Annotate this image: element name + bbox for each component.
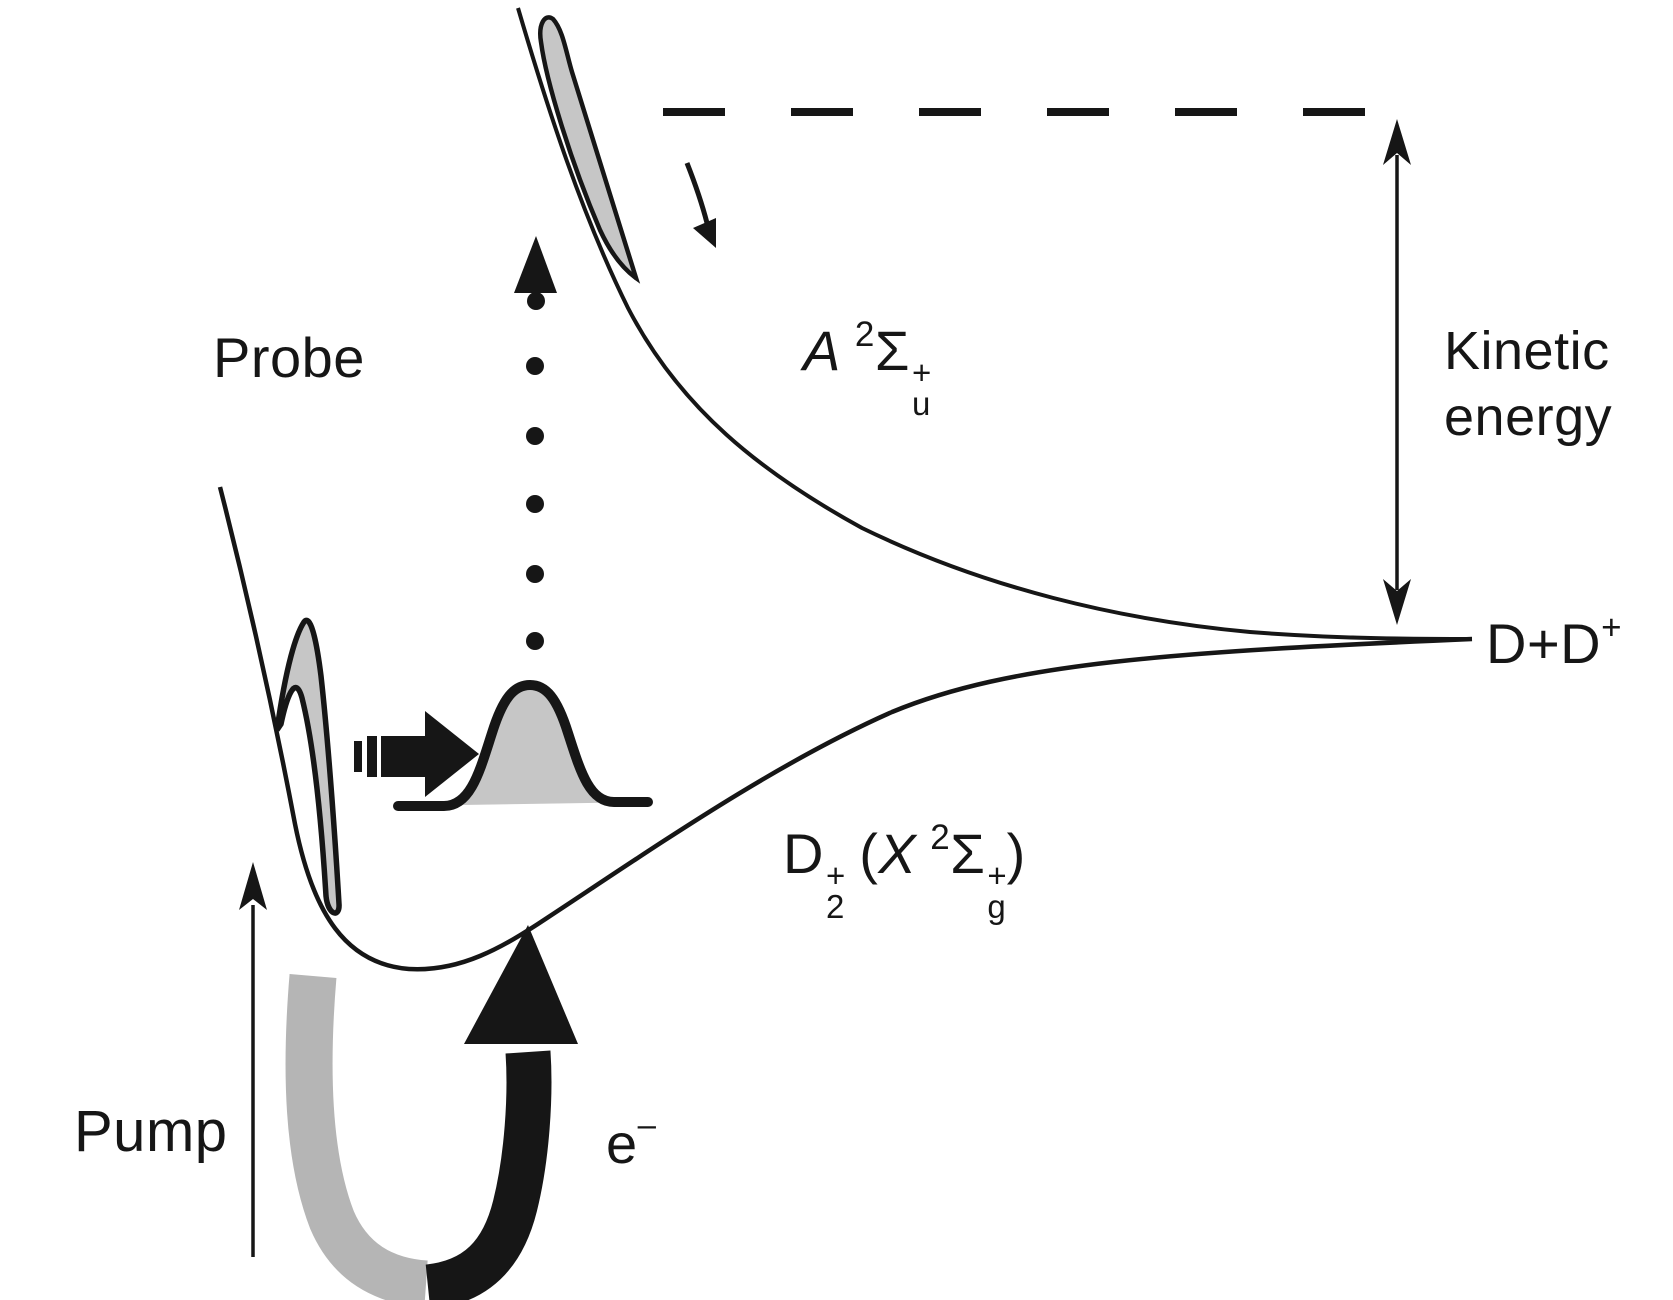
sigma-scripts: + u: [911, 354, 932, 422]
probe-label: Probe: [213, 326, 365, 389]
motion-arrow-tail-bar: [354, 741, 362, 772]
kinetic-line2: energy: [1444, 387, 1613, 447]
initial-wavepacket: [274, 617, 342, 916]
lower-potential-curve: [217, 486, 1473, 972]
lower-state-label: D +2 (X 2Σ + g): [783, 818, 1026, 925]
charge-sup: +: [825, 857, 846, 894]
probe-arrow-head-icon: [514, 236, 557, 293]
motion-arrow-shaft: [381, 736, 425, 777]
spread-wavepacket: [393, 680, 653, 811]
kinetic-arrow-up-head-icon: [1383, 119, 1411, 165]
multiplicity: 2: [854, 315, 875, 354]
molecule-symbol: D: [783, 822, 824, 885]
pump-gray-band: [285, 974, 429, 1300]
sigma-scripts: + g: [987, 857, 1007, 925]
charge-sup: +: [1601, 608, 1623, 647]
motion-arrow-head-icon: [425, 711, 479, 797]
plus-sign: +: [1526, 612, 1561, 675]
charge-sup: +: [911, 354, 932, 391]
dissociation-products-label: D+D+: [1486, 608, 1622, 676]
kinetic-arrow-down-head-icon: [1383, 579, 1411, 625]
upper-state-label: A 2Σ + u: [803, 315, 932, 422]
atom-count-sub: 2: [825, 888, 845, 925]
probe-dotted-line: [526, 292, 545, 650]
upper-potential-curve: [516, 7, 1473, 641]
parity-sub: g: [987, 888, 1006, 925]
d-atom: D: [1486, 612, 1527, 675]
electron-ejection-arrow-shaft: [424, 1050, 552, 1300]
electron-charge-sup: –: [637, 1106, 656, 1143]
kinetic-line1: Kinetic: [1444, 321, 1610, 381]
kinetic-energy-label: Kinetic energy: [1444, 318, 1612, 450]
pump-label: Pump: [74, 1099, 228, 1164]
electron-symbol: e: [606, 1112, 638, 1175]
sliding-arrow-head-icon: [693, 218, 716, 248]
charge-sup: +: [987, 857, 1007, 894]
multiplicity: 2: [930, 818, 951, 857]
sigma-symbol: Σ: [874, 319, 910, 382]
motion-arrow-tail-bar: [367, 736, 377, 777]
term-symbol: A: [803, 319, 841, 382]
parity-sub: u: [911, 385, 931, 422]
d-ion: D: [1560, 612, 1602, 675]
close-paren: ): [1006, 822, 1026, 885]
term-symbol: X: [878, 822, 917, 885]
pump-arrow-head-icon: [239, 862, 267, 910]
electron-label: e–: [606, 1106, 656, 1176]
sigma-symbol: Σ: [950, 822, 986, 885]
sliding-arrow-shaft: [684, 162, 710, 224]
dissociating-wavepacket: [538, 15, 641, 284]
electron-ejection-arrow-head-icon: [464, 925, 578, 1044]
molecule-scripts: +2: [825, 857, 846, 925]
open-paren: (: [859, 822, 879, 885]
